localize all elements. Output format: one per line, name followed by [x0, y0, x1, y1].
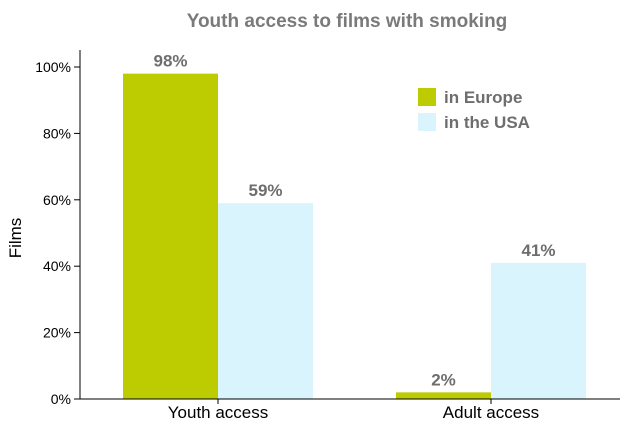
legend-swatch: [418, 88, 436, 106]
data-label: 59%: [248, 181, 282, 200]
x-tick-label: Adult access: [443, 403, 539, 422]
bar: [218, 203, 313, 399]
legend-label: in Europe: [444, 88, 522, 107]
y-tick-label: 40%: [43, 258, 71, 274]
x-tick-label: Youth access: [168, 403, 269, 422]
y-tick-label: 100%: [35, 59, 71, 75]
chart-title: Youth access to films with smoking: [187, 11, 508, 32]
data-label: 2%: [431, 370, 456, 389]
y-axis-label: Films: [6, 218, 25, 259]
bar: [396, 392, 491, 399]
y-tick-label: 0%: [51, 391, 71, 407]
bar: [491, 262, 586, 399]
legend-swatch: [418, 113, 436, 131]
bar: [123, 73, 218, 399]
y-tick-label: 60%: [43, 192, 71, 208]
data-label: 98%: [153, 52, 187, 71]
data-label: 41%: [521, 241, 555, 260]
y-tick-label: 20%: [43, 325, 71, 341]
y-tick-label: 80%: [43, 125, 71, 141]
legend-label: in the USA: [444, 113, 530, 132]
